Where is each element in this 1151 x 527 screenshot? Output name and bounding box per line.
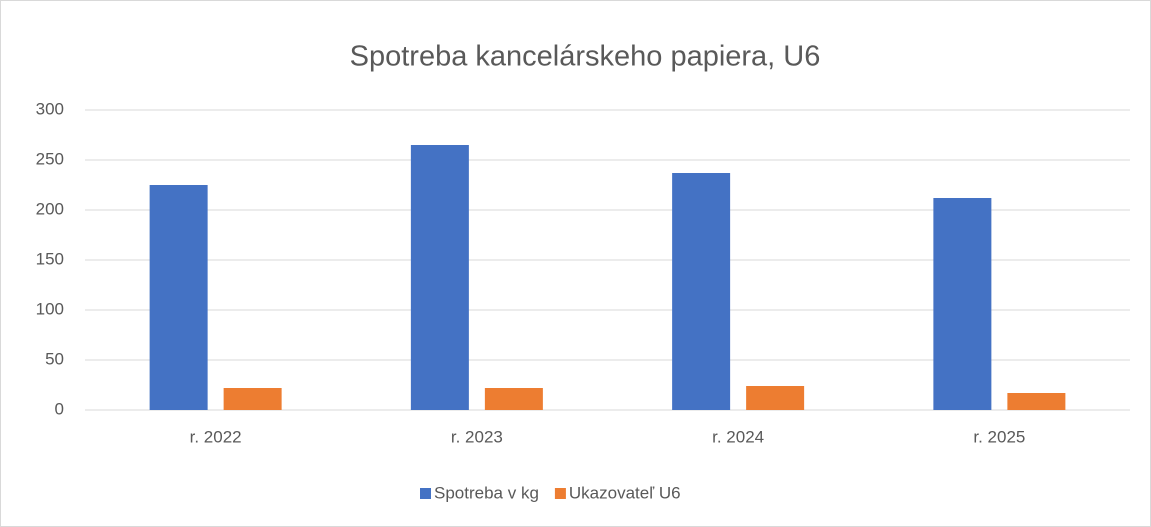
legend-swatch bbox=[554, 488, 566, 499]
bar bbox=[1007, 393, 1066, 410]
bar bbox=[223, 388, 282, 410]
y-tick-label: 100 bbox=[36, 299, 64, 318]
x-tick-label: r. 2022 bbox=[190, 427, 242, 446]
bar bbox=[746, 386, 805, 410]
y-tick-label: 50 bbox=[45, 349, 64, 368]
legend-swatch bbox=[420, 488, 431, 499]
bar bbox=[149, 185, 208, 410]
bar bbox=[410, 145, 469, 410]
y-tick-label: 200 bbox=[36, 199, 64, 218]
y-tick-label: 300 bbox=[36, 99, 64, 118]
legend-label: Ukazovateľ U6 bbox=[569, 483, 681, 502]
bar bbox=[933, 198, 992, 410]
y-tick-label: 150 bbox=[36, 249, 64, 268]
x-tick-label: r. 2024 bbox=[712, 427, 764, 446]
bar bbox=[672, 173, 731, 410]
y-tick-label: 0 bbox=[55, 399, 64, 418]
y-tick-label: 250 bbox=[36, 149, 64, 168]
bar bbox=[484, 388, 543, 410]
chart-title: Spotreba kancelárskeho papiera, U6 bbox=[350, 41, 821, 73]
legend-label: Spotreba v kg bbox=[434, 483, 539, 502]
x-tick-label: r. 2023 bbox=[451, 427, 503, 446]
x-tick-label: r. 2025 bbox=[973, 427, 1025, 446]
